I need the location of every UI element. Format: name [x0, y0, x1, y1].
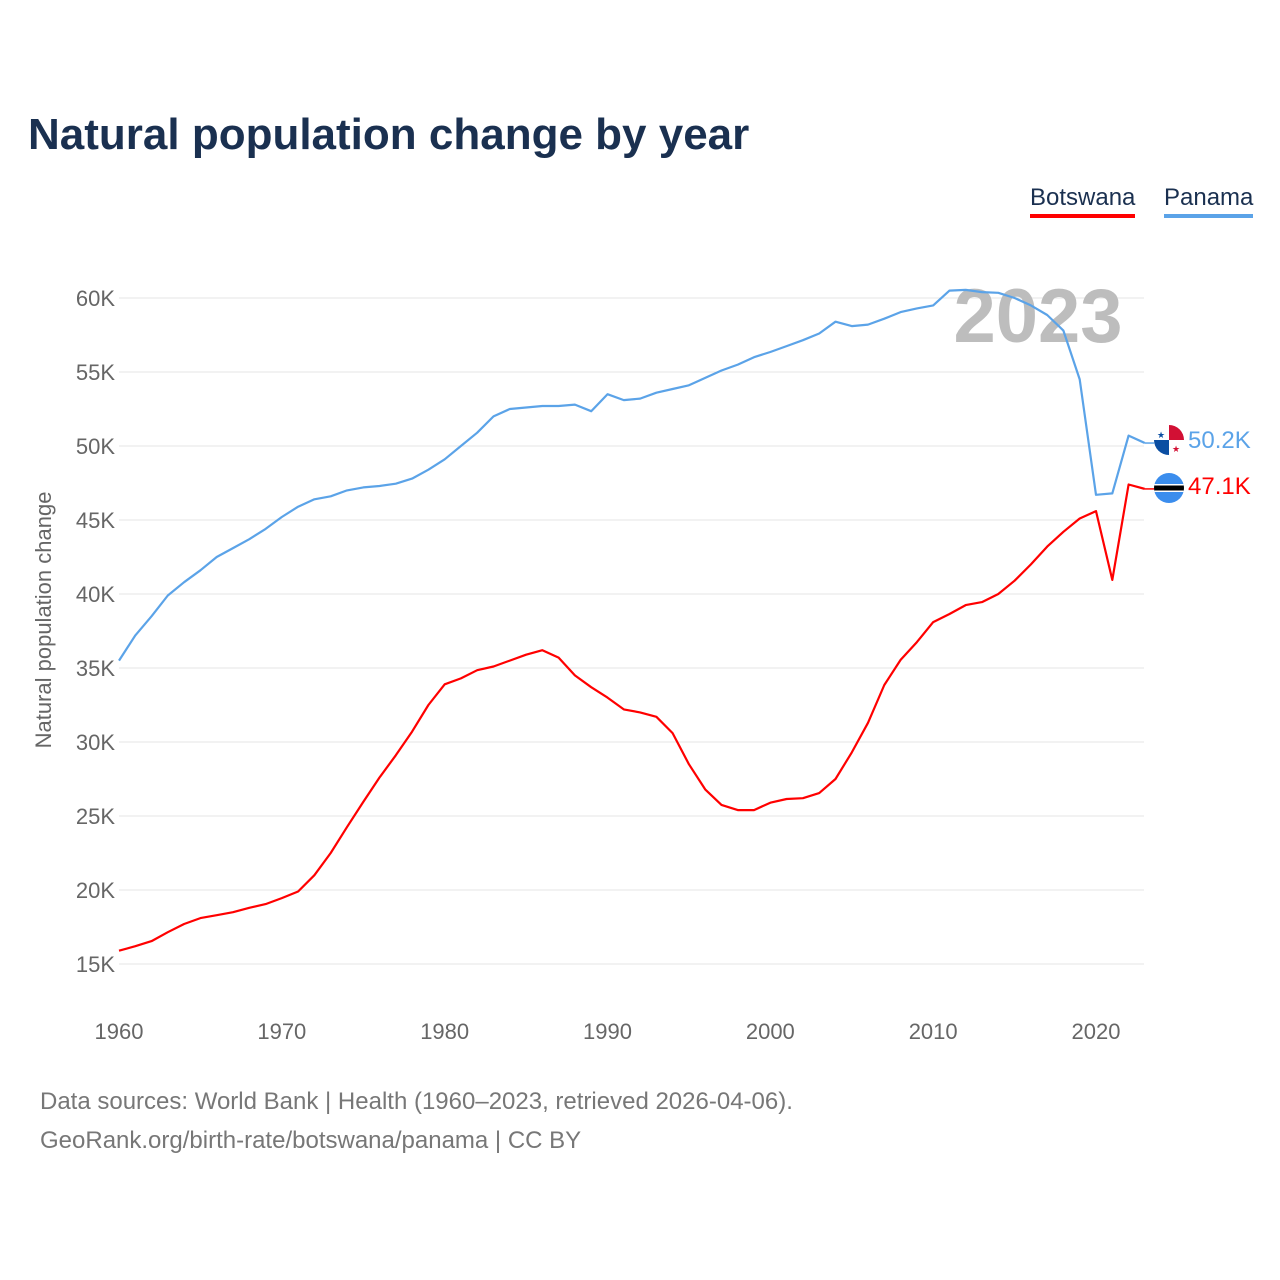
botswana-flag-icon: [1154, 473, 1184, 503]
y-tick-label: 35K: [76, 656, 115, 681]
x-tick-label: 1980: [420, 1019, 469, 1044]
footer-link[interactable]: GeoRank.org/birth-rate/botswana/panama |…: [40, 1127, 582, 1154]
panama-flag-icon: ★ ★: [1154, 425, 1184, 455]
x-tick-label: 2020: [1072, 1019, 1121, 1044]
x-tick-label: 2010: [909, 1019, 958, 1044]
y-tick-label: 45K: [76, 508, 115, 533]
x-tick-label: 1960: [95, 1019, 144, 1044]
legend-panama[interactable]: Panama: [1164, 184, 1254, 218]
x-tick-label: 1990: [583, 1019, 632, 1044]
x-tick-label: 2000: [746, 1019, 795, 1044]
legend-botswana[interactable]: Botswana: [1030, 184, 1136, 218]
y-tick-label: 20K: [76, 878, 115, 903]
panama-end-label: 50.2K: [1188, 427, 1251, 454]
y-tick-label: 50K: [76, 434, 115, 459]
svg-text:★: ★: [1157, 430, 1165, 440]
series-line-panama: [118, 288, 1146, 662]
y-tick-label: 30K: [76, 730, 115, 755]
svg-text:★: ★: [1172, 444, 1180, 454]
y-tick-label: 55K: [76, 360, 115, 385]
botswana-end-label: 47.1K: [1188, 473, 1251, 500]
y-tick-label: 25K: [76, 804, 115, 829]
y-tick-label: 15K: [76, 952, 115, 977]
y-axis-label: Natural population change: [31, 492, 56, 749]
y-tick-label: 60K: [76, 286, 115, 311]
footer-sources: Data sources: World Bank | Health (1960–…: [40, 1088, 793, 1115]
series-line-botswana: [118, 483, 1146, 952]
x-tick-label: 1970: [257, 1019, 306, 1044]
y-tick-label: 40K: [76, 582, 115, 607]
chart-title: Natural population change by year: [28, 110, 750, 159]
year-watermark: 2023: [953, 274, 1122, 359]
